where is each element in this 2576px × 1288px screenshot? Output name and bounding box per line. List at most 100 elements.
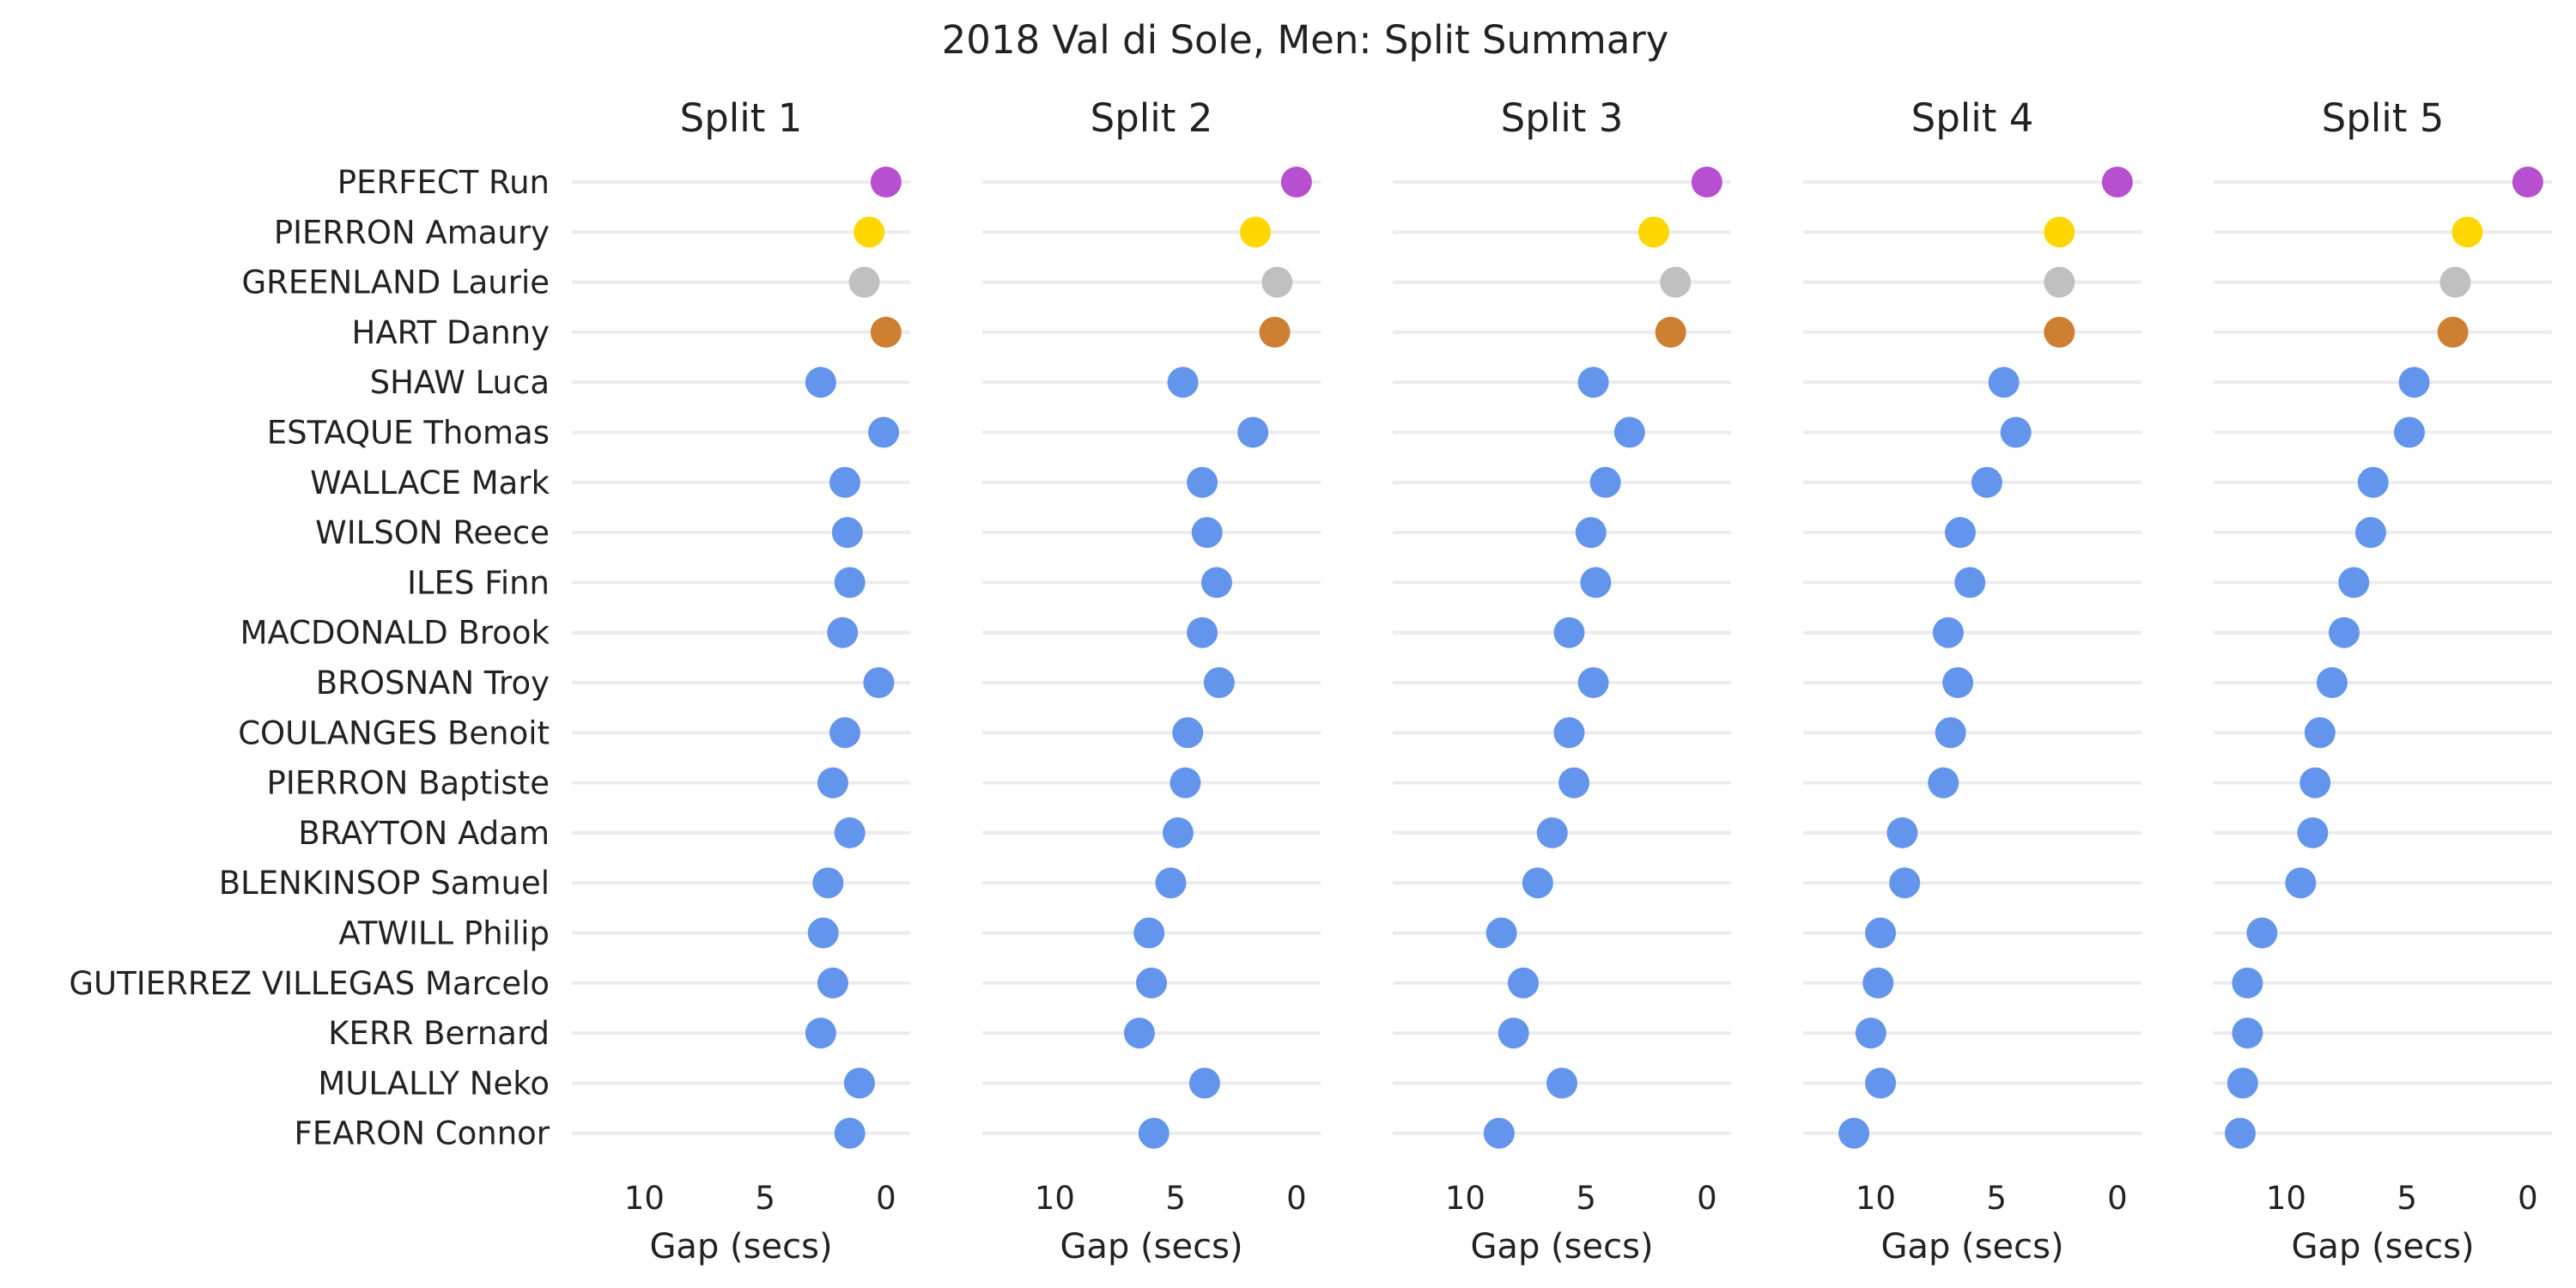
split-panel: Split 1 10 5 0 Gap (secs) xyxy=(572,95,910,1267)
x-tick-label: 10 xyxy=(1856,1180,1896,1217)
data-point-other xyxy=(1188,1067,1220,1099)
data-point-other xyxy=(1138,1117,1170,1149)
data-point-bronze xyxy=(870,316,902,348)
data-point-other xyxy=(2393,416,2425,448)
data-point-gold xyxy=(854,216,885,248)
data-point-other xyxy=(2232,967,2263,999)
data-point-other xyxy=(1172,717,1204,749)
x-tick-label: 10 xyxy=(2266,1180,2306,1217)
data-point-other xyxy=(2000,416,2032,448)
x-axis-label: Gap (secs) xyxy=(2291,1227,2474,1267)
panel-title: Split 3 xyxy=(1501,95,1624,141)
data-point-other xyxy=(2285,867,2317,899)
rider-labels: PERFECT Run PIERRON Amaury GREENLAND Lauri… xyxy=(69,164,550,1152)
x-axis-label: Gap (secs) xyxy=(1060,1227,1242,1267)
rider-label: ILES Finn xyxy=(407,564,550,601)
data-point-gold xyxy=(2044,216,2075,248)
data-point-other xyxy=(1191,517,1223,549)
data-point-other xyxy=(2227,1067,2258,1099)
rider-label: GUTIERREZ VILLEGAS Marcelo xyxy=(69,965,550,1002)
data-point-other xyxy=(1200,567,1232,598)
rider-label: MACDONALD Brook xyxy=(240,615,550,652)
data-point-other xyxy=(863,667,895,698)
data-point-bronze xyxy=(1259,316,1291,348)
data-point-other xyxy=(1580,567,1612,598)
data-point-other xyxy=(1553,717,1585,749)
data-point-other xyxy=(1507,967,1539,999)
data-point-other xyxy=(2300,767,2331,799)
data-point-perfect xyxy=(870,167,902,197)
data-point-other xyxy=(2398,367,2430,398)
data-point-other xyxy=(1942,667,1974,698)
rider-label: SHAW Luca xyxy=(370,364,550,401)
data-point-other xyxy=(1928,767,1959,799)
panel-title: Split 5 xyxy=(2322,95,2445,141)
data-point-other xyxy=(1577,367,1609,398)
data-point-other xyxy=(1971,466,2002,498)
data-point-other xyxy=(827,617,859,648)
x-tick-label: 0 xyxy=(2518,1180,2538,1217)
data-point-other xyxy=(834,1117,866,1149)
rider-label: ESTAQUE Thomas xyxy=(267,415,550,452)
data-point-silver xyxy=(1660,266,1692,298)
data-point-other xyxy=(843,1067,875,1099)
chart-title: 2018 Val di Sole, Men: Split Summary xyxy=(942,17,1669,63)
data-point-other xyxy=(1553,617,1585,648)
rider-label: BLENKINSOP Samuel xyxy=(219,865,550,902)
rider-label: MULALLY Neko xyxy=(318,1065,550,1102)
x-tick-label: 5 xyxy=(1165,1180,1186,1217)
split-panel: Split 5 10 5 0 Gap (secs) xyxy=(2214,95,2552,1267)
data-point-other xyxy=(831,517,863,549)
data-point-other xyxy=(1589,466,1621,498)
data-point-bronze xyxy=(2437,316,2469,348)
rider-label: COULANGES Benoit xyxy=(238,714,550,751)
x-tick-label: 0 xyxy=(2107,1180,2128,1217)
panel-title: Split 2 xyxy=(1091,95,1213,141)
split-panel: Split 3 10 5 0 Gap (secs) xyxy=(1393,95,1731,1267)
rider-label: GREENLAND Laurie xyxy=(241,264,550,301)
data-point-other xyxy=(1558,767,1590,799)
data-point-other xyxy=(1865,917,1897,949)
x-tick-label: 5 xyxy=(1986,1180,2007,1217)
data-point-other xyxy=(1954,567,1986,598)
data-point-other xyxy=(812,867,844,899)
data-point-other xyxy=(805,367,836,398)
data-point-other xyxy=(2354,517,2386,549)
data-point-other xyxy=(1498,1018,1529,1049)
x-axis-label: Gap (secs) xyxy=(649,1227,832,1267)
data-point-other xyxy=(1167,367,1199,398)
data-point-other xyxy=(1613,416,1645,448)
data-point-silver xyxy=(2044,266,2075,298)
data-point-gold xyxy=(2451,216,2483,248)
data-point-other xyxy=(2316,667,2348,698)
data-point-other xyxy=(1136,967,1167,999)
rider-label: KERR Bernard xyxy=(328,1015,550,1052)
data-point-other xyxy=(1862,967,1894,999)
x-tick-label: 5 xyxy=(755,1180,775,1217)
split-panel: Split 4 10 5 0 Gap (secs) xyxy=(1803,95,2142,1267)
data-point-other xyxy=(1889,867,1921,899)
rider-label: FEARON Connor xyxy=(295,1115,550,1152)
x-tick-label: 10 xyxy=(624,1180,665,1217)
data-point-other xyxy=(1133,917,1165,949)
x-tick-label: 0 xyxy=(1286,1180,1307,1217)
data-point-other xyxy=(1577,667,1609,698)
data-point-other xyxy=(2224,1117,2256,1149)
data-point-silver xyxy=(1261,266,1293,298)
data-point-other xyxy=(1546,1067,1577,1099)
x-tick-label: 10 xyxy=(1445,1180,1485,1217)
data-point-perfect xyxy=(2101,167,2133,197)
panel-title: Split 1 xyxy=(680,95,803,141)
data-point-other xyxy=(807,917,839,949)
rider-label: HART Danny xyxy=(352,314,550,351)
data-point-other xyxy=(1855,1018,1886,1049)
x-tick-label: 10 xyxy=(1035,1180,1075,1217)
data-point-other xyxy=(1886,817,1918,848)
data-point-gold xyxy=(1637,216,1669,248)
x-axis-label: Gap (secs) xyxy=(1880,1227,2063,1267)
data-point-other xyxy=(1203,667,1235,698)
data-point-other xyxy=(1162,817,1194,848)
data-point-gold xyxy=(1240,216,1272,248)
data-point-other xyxy=(2297,817,2329,848)
